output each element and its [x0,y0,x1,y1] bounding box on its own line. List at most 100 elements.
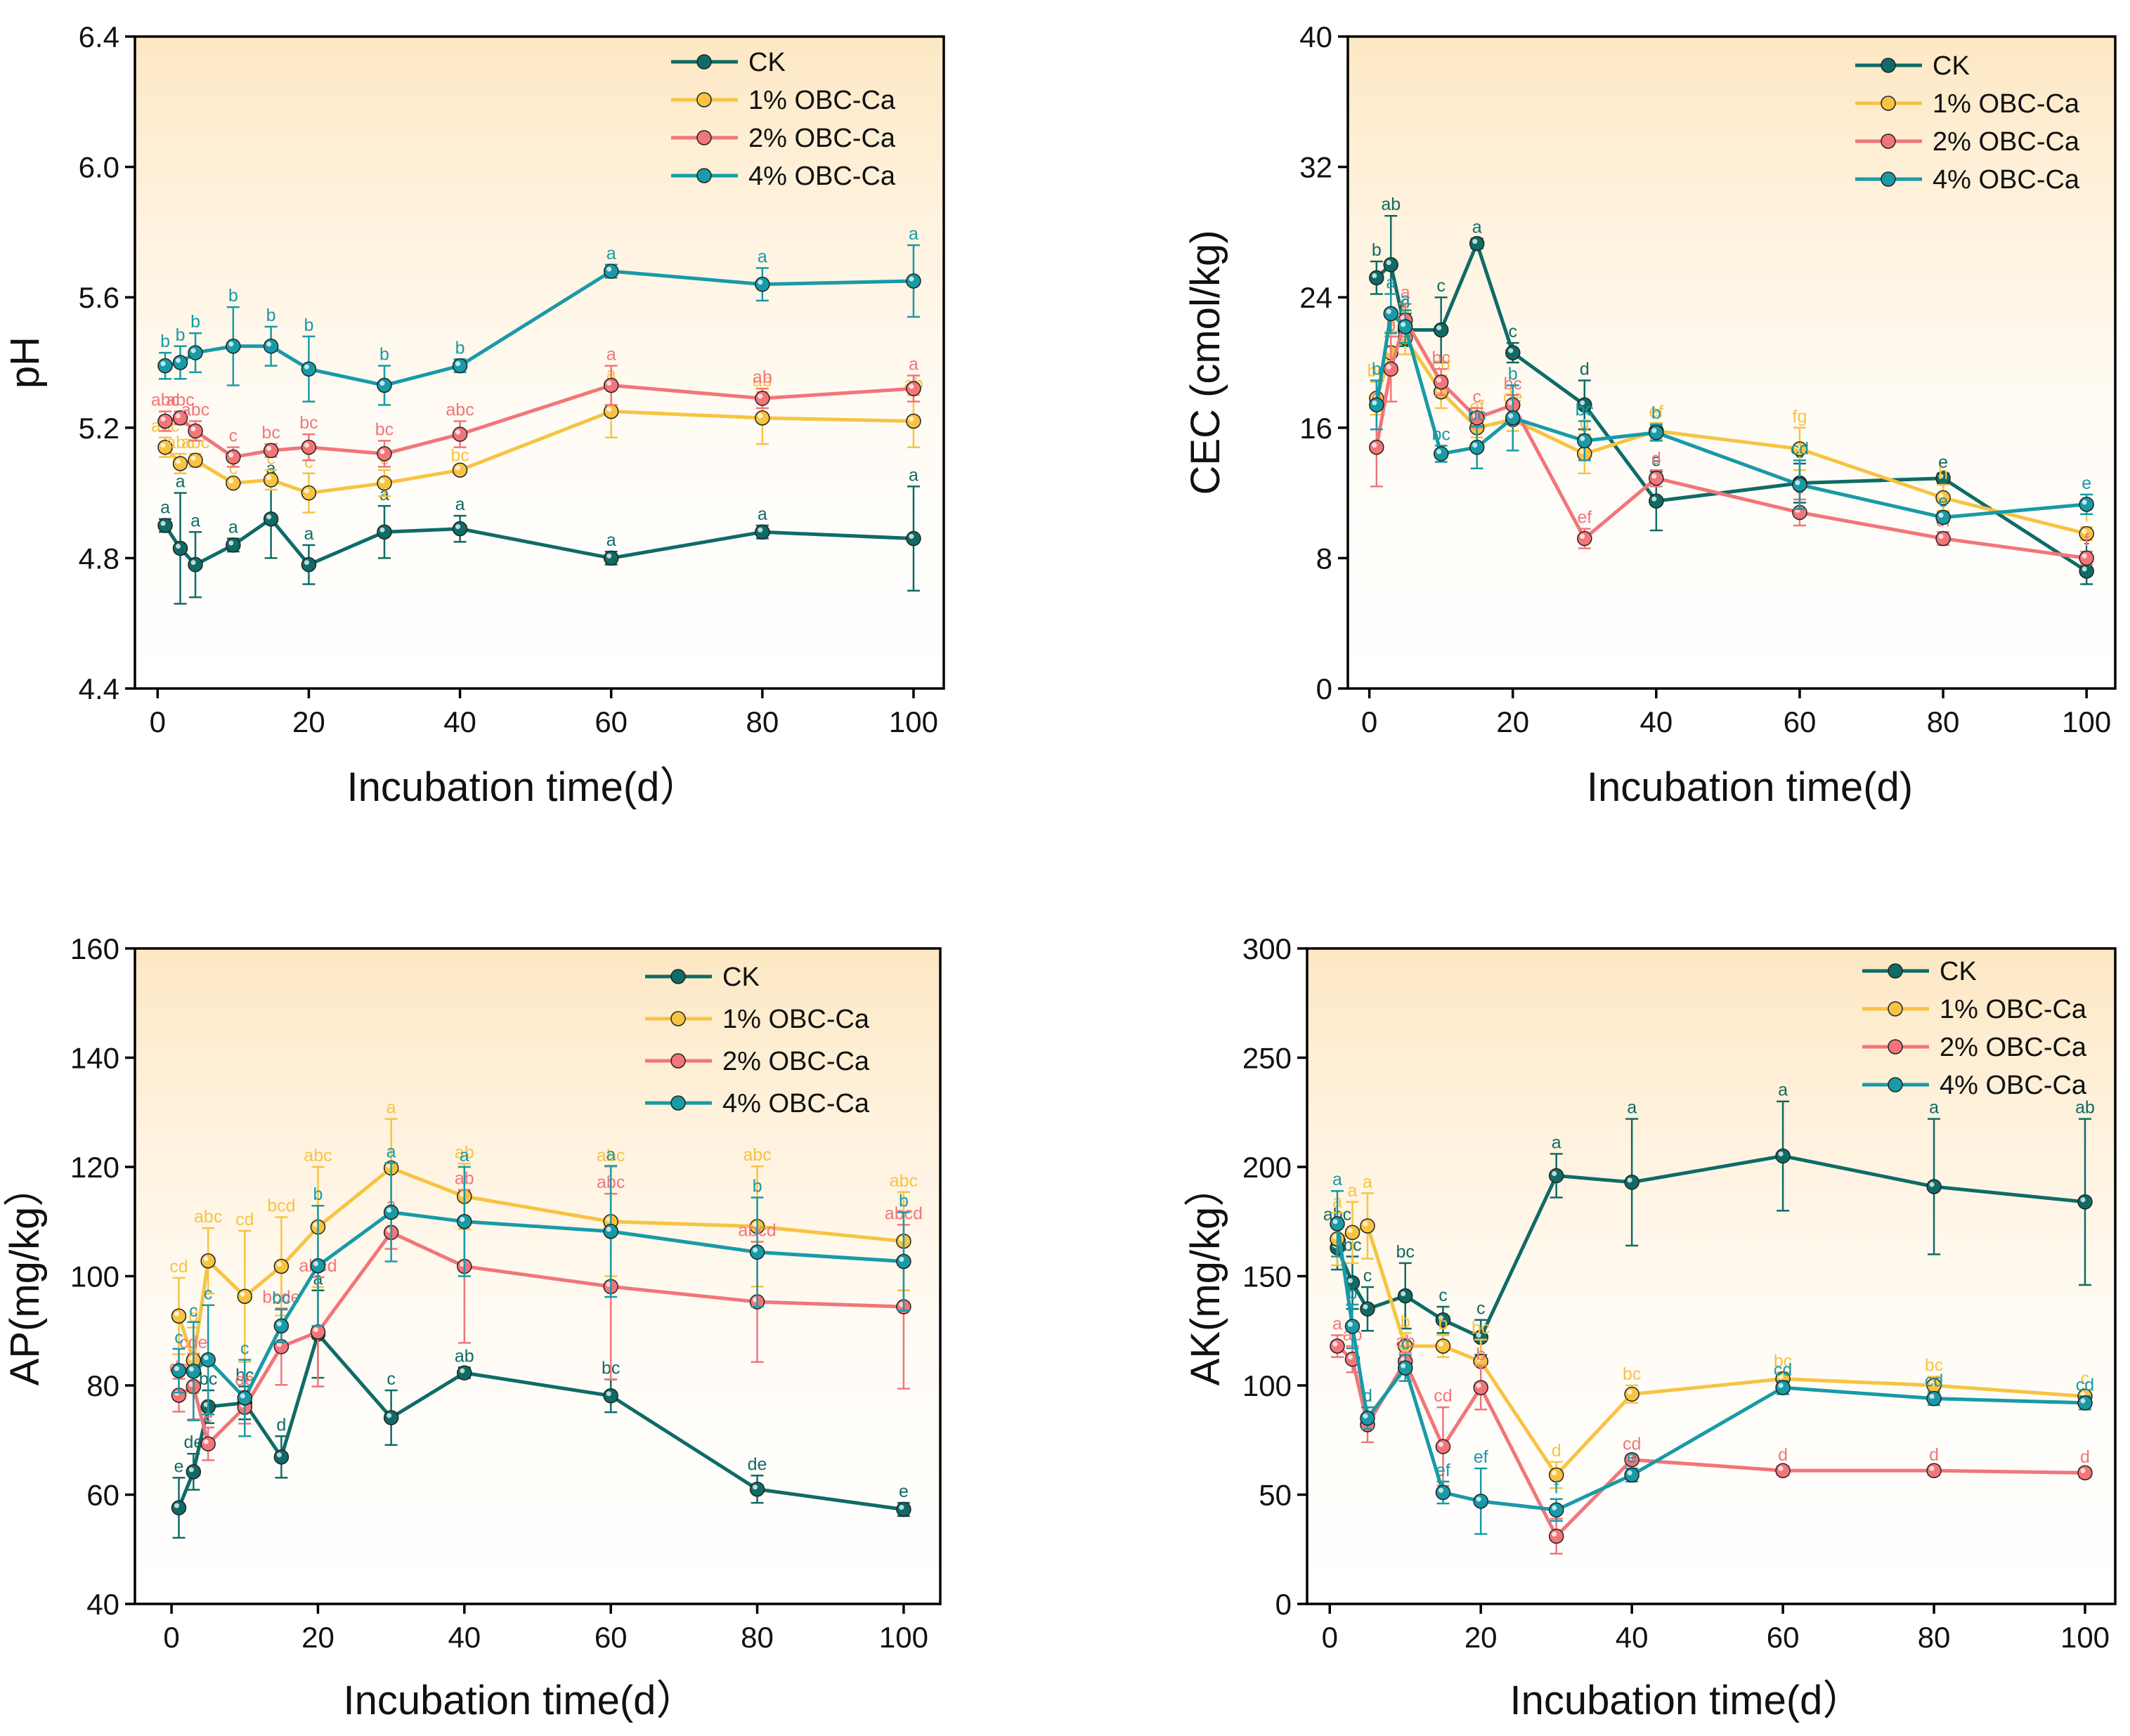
ak-point-highlight [1552,1505,1557,1510]
ph-point-highlight [266,341,272,347]
ph-y-axis-title: pH [2,337,48,389]
ph-point-ck [157,518,173,533]
ph-sig-label-2pct-obc-ca: bc [299,413,318,433]
cec-point-highlight [1651,496,1657,502]
ap-point-highlight [387,1413,392,1418]
ap-point-highlight [276,1262,282,1267]
cec-legend-label: 4% OBC-Ca [1933,165,2080,195]
ph-sig-label-2pct-obc-ca: abc [181,400,209,420]
cec-sig-label-1pct-obc-ca: fg [1793,407,1807,426]
ak-sig-label-1pct-obc-ca: b [1401,1312,1410,1331]
ak-x-tick-label: 20 [1465,1621,1498,1654]
ak-sig-label-4pct-obc-ca: f [1554,1478,1559,1498]
ak-point-highlight [1929,1394,1935,1399]
ak-sig-label-4pct-obc-ca: c [1401,1333,1410,1353]
ak-legend-label: 4% OBC-Ca [1940,1071,2087,1100]
ph-point-4pct-obc-ca [603,263,619,279]
ap-sig-label-ck: e [899,1482,909,1501]
ak-point-ck [1548,1168,1564,1184]
cec-sig-label-4pct-obc-ca: a [1401,289,1410,309]
ak-point-ck [2077,1194,2093,1210]
ph-sig-label-2pct-obc-ca: c [229,426,238,446]
ap-sig-label-ck: d [276,1415,286,1435]
ap-point-4pct-obc-ca [383,1204,399,1220]
ap-point-2pct-obc-ca [200,1436,216,1451]
ph-sig-label-4pct-obc-ca: b [455,338,465,358]
ap-legend: CK 1% OBC-Ca 2% OBC-Ca 4% OBC-Ca [645,962,870,1118]
cec-point-ck [1369,270,1384,286]
ph-point-4pct-obc-ca [157,358,173,374]
ph-point-ck [452,521,468,537]
ap-sig-label-4pct-obc-ca: a [606,1144,616,1164]
ak-sig-label-1pct-obc-ca: a [1363,1172,1372,1192]
ph-sig-label-1pct-obc-ca: c [304,452,313,472]
ph-y-tick-label: 5.2 [79,412,119,445]
ph-sig-label-4pct-obc-ca: b [190,312,200,332]
cec-sig-label-4pct-obc-ca: b [1508,364,1518,384]
cec-sig-label-4pct-obc-ca: bc [1431,424,1450,444]
ph-x-tick-label: 80 [746,705,779,738]
ap-sig-label-4pct-obc-ca: c [240,1338,249,1358]
ak-legend-swatch-marker [1888,963,1903,979]
cec-y-axis-title: CEC (cmol/kg) [1183,230,1228,495]
cec-legend-label: CK [1933,51,1970,81]
ph-point-1pct-obc-ca [172,456,188,471]
ak-x-tick-label: 60 [1767,1621,1800,1654]
ak-point-highlight [1778,1374,1784,1380]
cec-sig-label-4pct-obc-ca: e [2082,474,2091,493]
ph-point-4pct-obc-ca [377,377,392,393]
ph-point-highlight [176,413,181,419]
ph-series-group: aaaaaaaaaaaabcabcabcccccbcaabababcabcabc… [151,224,923,605]
ak-point-1pct-obc-ca [1435,1338,1451,1354]
ph-y-tick-label: 4.4 [79,672,119,705]
cec-sig-label-2pct-obc-ca: ef [1577,508,1592,528]
ak-sig-label-4pct-obc-ca: a [1332,1170,1342,1189]
ph-sig-label-ck: a [160,498,170,518]
ph-point-highlight [909,534,914,540]
ap-point-4pct-obc-ca [749,1244,765,1260]
ph-point-highlight [160,443,166,448]
ak-point-1pct-obc-ca [1360,1218,1375,1234]
ap-point-1pct-obc-ca [273,1258,290,1274]
ph-legend-swatch-marker [696,168,712,183]
ak-y-tick-label: 100 [1242,1369,1292,1402]
ak-point-4pct-obc-ca [1548,1502,1564,1518]
ak-sig-label-ck: a [1627,1098,1637,1118]
ap-point-ck [273,1449,290,1465]
ak-sig-label-ck: c [1476,1299,1486,1319]
cec-point-4pct-obc-ca [1369,397,1384,413]
cec-y-tick-label: 32 [1299,151,1332,184]
ph-point-2pct-obc-ca [906,381,921,396]
ak-legend-label: CK [1940,957,1977,986]
ph-sig-label-1pct-obc-ca: bc [450,445,469,465]
ph-point-highlight [228,341,234,347]
ak-legend: CK 1% OBC-Ca 2% OBC-Ca 4% OBC-Ca [1862,957,2087,1100]
ap-point-1pct-obc-ca [237,1288,253,1305]
cec-legend-swatch-marker [1881,133,1896,149]
ap-point-highlight [188,1366,194,1372]
ph-sig-label-4pct-obc-ca: b [176,325,186,345]
cec-sig-label-ck: ab [1381,195,1401,214]
cec-sig-label-1pct-obc-ca: h [1938,464,1948,483]
ph-sig-label-1pct-obc-ca: abc [166,433,194,452]
cec-point-highlight [1386,308,1391,314]
ak-x-axis-title: Incubation time(d） [1510,1678,1864,1723]
ph-point-highlight [606,380,612,386]
ap-point-highlight [174,1503,180,1508]
cec-sig-label-1pct-obc-ca: ef [1649,402,1663,422]
cec-sig-label-2pct-obc-ca: bc [1431,348,1450,367]
ph-legend-label: 2% OBC-Ca [748,124,896,153]
ap-legend-label: 2% OBC-Ca [722,1047,870,1076]
ap-point-ck [749,1481,765,1497]
ph-point-2pct-obc-ca [157,413,173,429]
cec-point-highlight [1472,413,1478,419]
cec-sig-label-2pct-obc-ca: f [2084,530,2089,550]
ak-legend-swatch-marker [1888,1077,1903,1092]
ak-point-1pct-obc-ca [1624,1386,1639,1402]
cec-sig-label-4pct-obc-ca: e [1938,491,1948,511]
ak-point-highlight [1778,1466,1784,1471]
